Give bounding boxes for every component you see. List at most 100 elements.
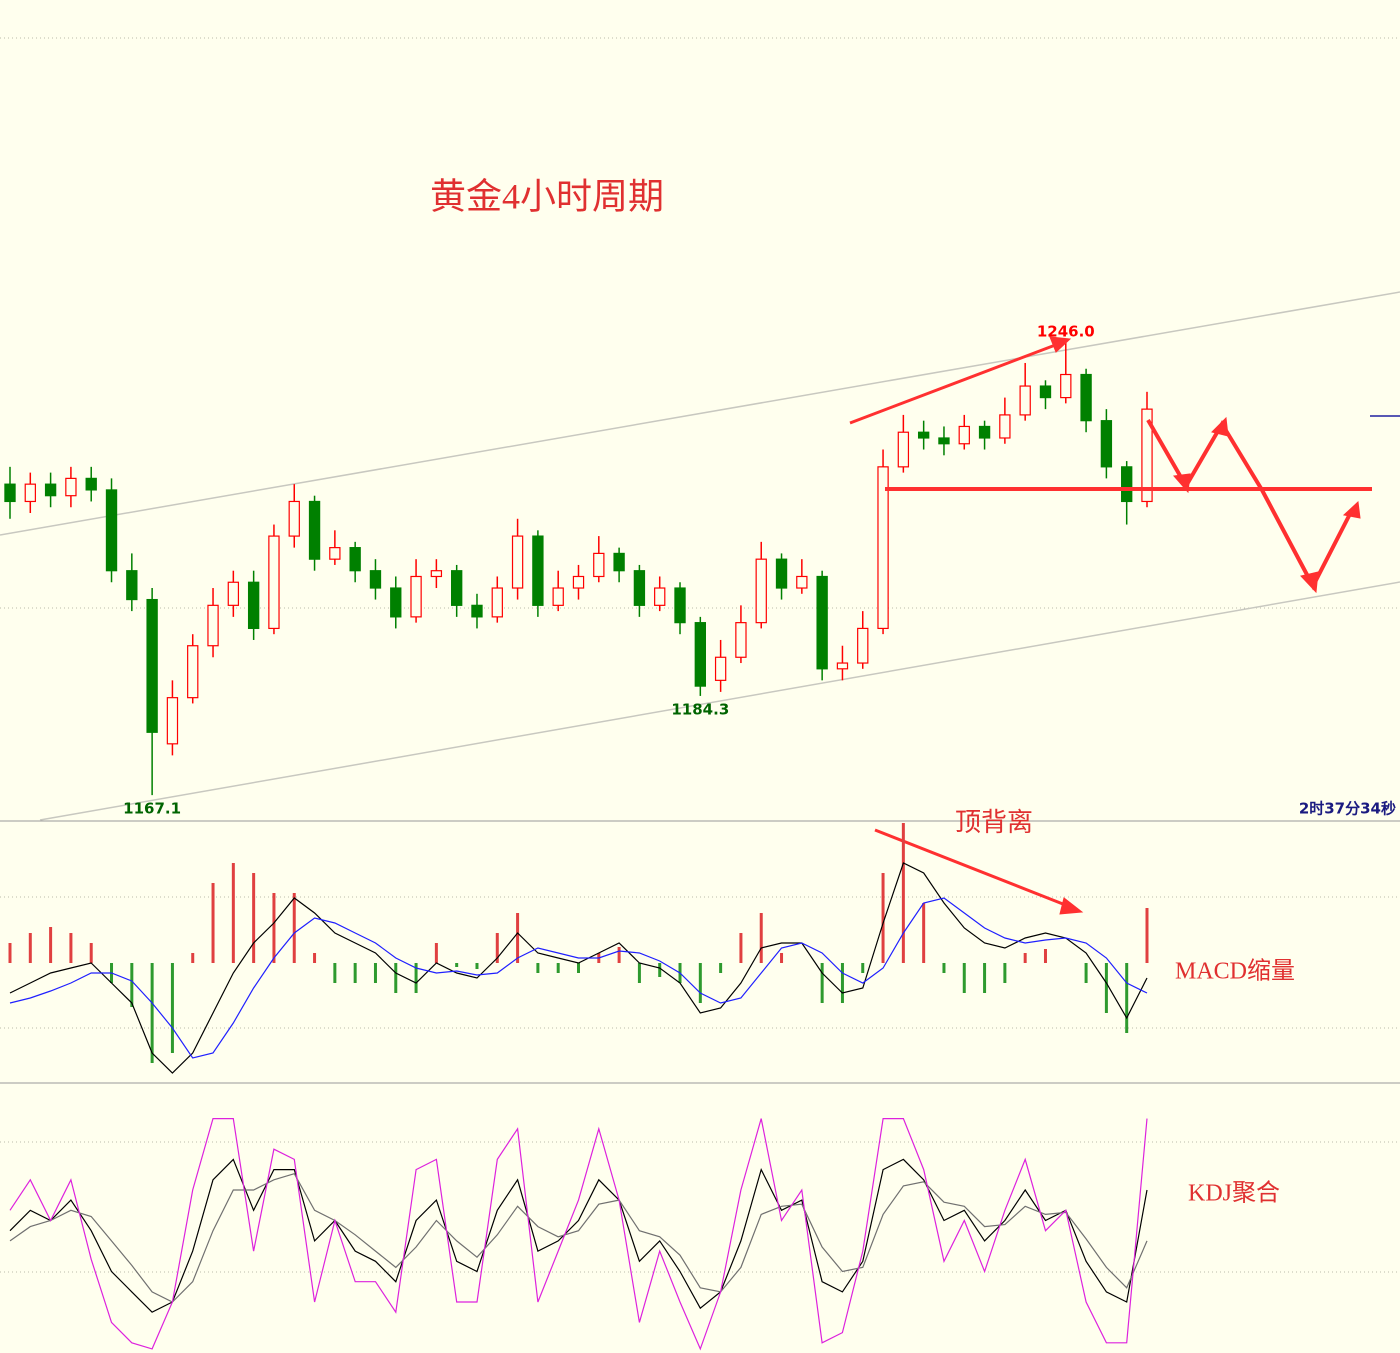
candle-body — [349, 547, 361, 572]
macd-bar — [739, 933, 743, 963]
macd-bar — [1145, 908, 1149, 963]
candle-body — [1100, 420, 1113, 468]
candle-body — [877, 466, 889, 630]
candle-body — [775, 558, 788, 589]
macd-bar — [1084, 963, 1088, 983]
candle-body — [836, 662, 849, 670]
candle-body — [85, 477, 97, 491]
macd-bar — [719, 963, 723, 973]
candle-body — [978, 425, 991, 439]
macd-bar — [1043, 949, 1047, 963]
candle-body — [958, 425, 970, 445]
macd-bar — [1023, 953, 1027, 963]
candle-body — [1080, 373, 1092, 422]
macd-bar — [536, 963, 540, 973]
price-label: 1167.1 — [123, 800, 181, 818]
candle-body — [329, 547, 341, 560]
arrowhead — [1300, 571, 1319, 594]
macd-bar — [89, 943, 93, 963]
candle-body — [654, 587, 666, 606]
macd-bar — [901, 823, 905, 963]
annotation: 顶背离 — [955, 808, 1033, 837]
macd-bar — [759, 913, 763, 963]
candle-body — [532, 535, 544, 606]
macd-bar — [373, 963, 377, 983]
macd-bar — [840, 963, 844, 1003]
macd-bar — [658, 963, 662, 977]
macd-bar — [272, 893, 276, 963]
macd-bar — [252, 873, 256, 963]
macd-bar — [231, 863, 235, 963]
candle-body — [714, 656, 727, 681]
macd-bar — [617, 947, 621, 963]
candle-body — [735, 622, 747, 658]
candle-body — [1039, 385, 1052, 399]
candle-body — [288, 500, 300, 537]
candle-body — [796, 575, 808, 589]
macd-bar — [698, 963, 702, 1003]
candle-body — [126, 570, 138, 601]
candle-body — [390, 587, 402, 618]
trend-arrow — [849, 342, 1059, 425]
candle-body — [999, 414, 1011, 439]
drawing-arrows — [849, 336, 1372, 915]
candle-body — [65, 477, 77, 497]
channel-line — [39, 581, 1400, 821]
candle-body — [1121, 466, 1133, 503]
indicator-line — [9, 1172, 1148, 1303]
macd-bar — [820, 963, 824, 1003]
candle-body — [755, 558, 767, 624]
candle-body — [491, 587, 503, 618]
macd-bar — [455, 963, 459, 967]
macd-bar — [414, 963, 418, 993]
macd-bar — [292, 893, 296, 963]
candle-body — [187, 645, 199, 699]
chart-title: 黄金4小时周期 — [430, 176, 664, 216]
annotation: MACD缩量 — [1175, 958, 1295, 985]
macd-bar — [1003, 963, 1007, 983]
candle-body — [146, 598, 158, 733]
macd-bar — [983, 963, 987, 993]
price-label: 1184.3 — [671, 700, 729, 718]
arrowhead — [1342, 500, 1361, 519]
candle-body — [857, 627, 869, 664]
macd-bar — [170, 963, 174, 1053]
price-label: 1246.0 — [1037, 322, 1095, 340]
macd-bar — [942, 963, 946, 973]
arrowhead — [1049, 336, 1072, 353]
macd-bar — [780, 953, 784, 963]
candle-body — [105, 489, 118, 572]
indicator-line — [9, 1118, 1148, 1351]
macd-bar — [556, 963, 560, 973]
macd-bar — [861, 963, 865, 973]
macd-bar — [353, 963, 357, 983]
indicator-line — [9, 862, 1148, 1074]
candle-body — [1141, 408, 1153, 503]
indicator-line — [9, 1158, 1148, 1313]
candle-body — [552, 587, 564, 606]
macd-bar — [211, 883, 215, 963]
macd-bar — [333, 963, 337, 983]
macd-bar — [130, 963, 134, 1007]
candle-body — [247, 581, 260, 630]
path-arrow — [1146, 419, 1354, 591]
macd-bar — [69, 933, 73, 963]
candle-body — [24, 483, 36, 503]
macd-bar — [28, 933, 32, 963]
candle-body — [369, 570, 382, 589]
candle-body — [207, 604, 219, 647]
candle-body — [1060, 373, 1072, 399]
arrowhead — [1059, 897, 1084, 915]
candle-body — [897, 431, 910, 468]
macd-bar — [191, 953, 195, 963]
candles — [4, 339, 1153, 796]
macd-bar — [1104, 963, 1108, 1013]
arrowhead — [1211, 416, 1229, 437]
indicator-line — [9, 897, 1148, 1059]
macd-bar — [495, 933, 499, 963]
candle-body — [227, 581, 240, 606]
macd-bar — [881, 873, 885, 963]
candle-body — [451, 570, 463, 606]
candle-body — [511, 535, 524, 589]
macd-bar — [1125, 963, 1129, 1033]
